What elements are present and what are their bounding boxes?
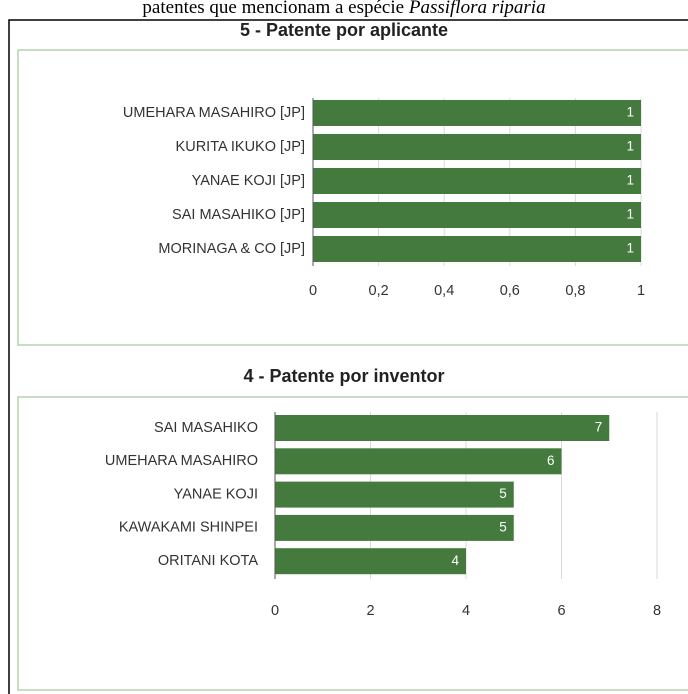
value-label: 1 — [626, 173, 634, 188]
bar — [275, 481, 514, 508]
category-label: SAI MASAHIKO — [154, 420, 258, 436]
value-label: 4 — [451, 553, 459, 568]
x-tick-label: 6 — [557, 603, 565, 619]
category-label: KURITA IKUKO [JP] — [176, 139, 305, 155]
category-label: UMEHARA MASAHIRO — [105, 453, 258, 469]
x-tick-label: 0,6 — [500, 283, 520, 299]
category-label: KAWAKAMI SHINPEI — [119, 520, 258, 536]
value-label: 6 — [547, 453, 555, 468]
bar — [313, 168, 641, 194]
chart-title: 4 - Patente por inventor — [243, 366, 444, 386]
caption-species: Passiflora riparia — [408, 0, 546, 18]
x-tick-label: 2 — [366, 603, 374, 619]
x-tick-label: 0 — [309, 283, 317, 299]
chart-title: 5 - Patente por aplicante — [240, 20, 448, 40]
value-label: 1 — [626, 105, 634, 120]
x-tick-label: 0 — [271, 603, 279, 619]
category-label: YANAE KOJI — [174, 486, 258, 502]
x-tick-label: 0,2 — [369, 283, 389, 299]
bar — [275, 514, 514, 541]
bar — [275, 415, 610, 441]
category-label: YANAE KOJI [JP] — [192, 173, 305, 189]
bar — [313, 202, 641, 228]
bar — [275, 448, 562, 475]
category-label: ORITANI KOTA — [158, 553, 258, 569]
category-label: SAI MASAHIKO [JP] — [172, 207, 305, 223]
bar — [313, 236, 641, 262]
x-tick-label: 0,4 — [434, 283, 454, 299]
caption: patentes que mencionam a espécie Passifl… — [142, 0, 545, 18]
chart-box — [17, 49, 688, 346]
category-label: MORINAGA & CO [JP] — [158, 241, 305, 257]
value-label: 5 — [499, 486, 507, 501]
bar — [313, 100, 641, 126]
x-tick-label: 1 — [637, 283, 645, 299]
category-label: UMEHARA MASAHIRO [JP] — [123, 105, 305, 121]
bar — [313, 134, 641, 160]
chart-box — [17, 396, 688, 691]
outer-frame — [8, 19, 688, 694]
value-label: 5 — [499, 519, 507, 534]
value-label: 1 — [626, 139, 634, 154]
value-label: 1 — [626, 241, 634, 256]
x-tick-label: 8 — [653, 603, 661, 619]
value-label: 7 — [595, 420, 603, 435]
x-tick-label: 0,8 — [565, 283, 585, 299]
x-tick-label: 4 — [462, 603, 470, 619]
value-label: 1 — [626, 207, 634, 222]
caption-text: patentes que mencionam a espécie — [142, 0, 404, 18]
bar — [275, 548, 466, 575]
